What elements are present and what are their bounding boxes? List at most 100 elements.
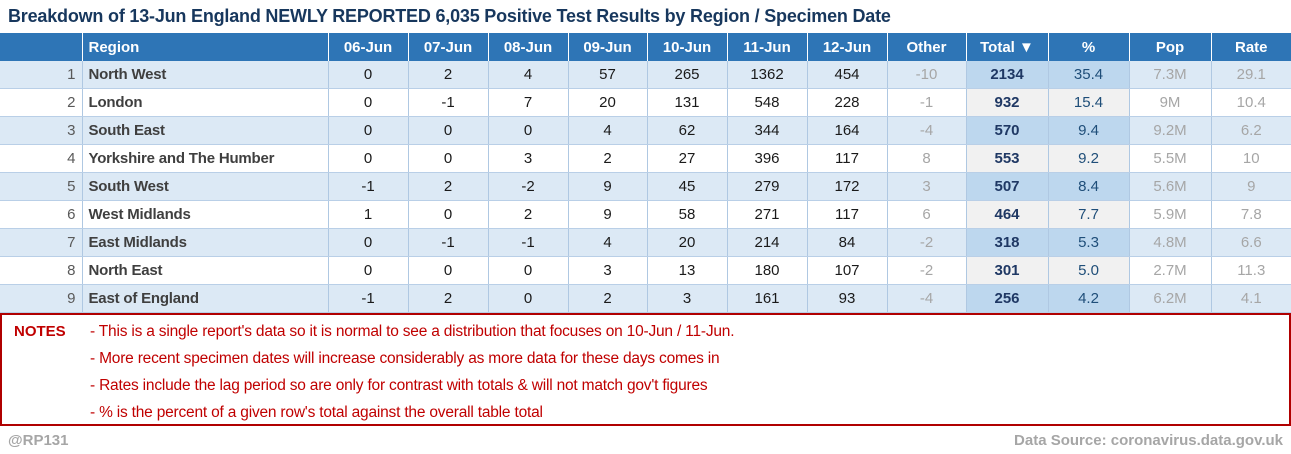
cell-percent: 35.4 — [1048, 61, 1130, 89]
region-name: North West — [82, 61, 329, 89]
report-title: Breakdown of 13-Jun England NEWLY REPORT… — [8, 6, 891, 26]
cell-06-jun: 0 — [328, 256, 409, 285]
cell-other: 8 — [887, 144, 967, 173]
row-number: 3 — [0, 116, 83, 145]
cell-06-jun: 0 — [328, 61, 409, 89]
cell-other: -2 — [887, 228, 967, 257]
col-07-jun: 07-Jun — [408, 33, 489, 61]
cell-09-jun: 4 — [568, 228, 648, 257]
region-name: South East — [82, 116, 329, 145]
cell-08-jun: -2 — [488, 172, 569, 201]
cell-12-jun: 228 — [807, 88, 888, 117]
cell-06-jun: -1 — [328, 172, 409, 201]
cell-12-jun: 454 — [807, 61, 888, 89]
cell-08-jun: 0 — [488, 256, 569, 285]
cell-08-jun: 2 — [488, 200, 569, 229]
cell-08-jun: 3 — [488, 144, 569, 173]
region-name: North East — [82, 256, 329, 285]
cell-pop: 9M — [1129, 88, 1212, 117]
cell-11-jun: 214 — [727, 228, 808, 257]
cell-percent: 15.4 — [1048, 88, 1130, 117]
table-row: 6 West Midlands 1 0 2 9 58 271 117 6 464 7.7 5.9M 7.8 — [0, 200, 1291, 229]
cell-percent: 5.3 — [1048, 228, 1130, 257]
cell-08-jun: -1 — [488, 228, 569, 257]
region-name: East of England — [82, 284, 329, 313]
notes-box: NOTES - This is a single report's data s… — [0, 313, 1291, 426]
cell-11-jun: 344 — [727, 116, 808, 145]
cell-07-jun: 0 — [408, 200, 489, 229]
cell-percent: 8.4 — [1048, 172, 1130, 201]
cell-11-jun: 279 — [727, 172, 808, 201]
cell-07-jun: 2 — [408, 172, 489, 201]
col-09-jun: 09-Jun — [568, 33, 648, 61]
cell-09-jun: 2 — [568, 284, 648, 313]
cell-total: 256 — [966, 284, 1049, 313]
cell-07-jun: 2 — [408, 284, 489, 313]
cell-10-jun: 131 — [647, 88, 728, 117]
cell-07-jun: -1 — [408, 88, 489, 117]
cell-09-jun: 3 — [568, 256, 648, 285]
cell-total: 570 — [966, 116, 1049, 145]
footer-bar: @RP131 Data Source: coronavirus.data.gov… — [0, 426, 1291, 454]
notes-list: - This is a single report's data so it i… — [90, 315, 1289, 426]
cell-09-jun: 4 — [568, 116, 648, 145]
cell-total: 301 — [966, 256, 1049, 285]
region-name: Yorkshire and The Humber — [82, 144, 329, 173]
table-row: 2 London 0 -1 7 20 131 548 228 -1 932 15.4 9M 10.4 — [0, 88, 1291, 117]
cell-percent: 4.2 — [1048, 284, 1130, 313]
col-rate: Rate — [1211, 33, 1291, 61]
cell-rate: 7.8 — [1211, 200, 1291, 229]
cell-11-jun: 1362 — [727, 61, 808, 89]
cell-09-jun: 57 — [568, 61, 648, 89]
region-name: London — [82, 88, 329, 117]
cell-11-jun: 271 — [727, 200, 808, 229]
cell-08-jun: 4 — [488, 61, 569, 89]
cell-11-jun: 548 — [727, 88, 808, 117]
cell-07-jun: 0 — [408, 116, 489, 145]
col-other: Other — [887, 33, 967, 61]
cell-percent: 7.7 — [1048, 200, 1130, 229]
region-name: South West — [82, 172, 329, 201]
notes-label: NOTES — [14, 323, 66, 340]
cell-other: 3 — [887, 172, 967, 201]
row-number: 8 — [0, 256, 83, 285]
cell-08-jun: 7 — [488, 88, 569, 117]
row-number: 1 — [0, 61, 83, 89]
cell-rate: 9 — [1211, 172, 1291, 201]
cell-12-jun: 172 — [807, 172, 888, 201]
cell-06-jun: 0 — [328, 88, 409, 117]
col-pop: Pop — [1129, 33, 1212, 61]
cell-12-jun: 93 — [807, 284, 888, 313]
cell-09-jun: 9 — [568, 200, 648, 229]
cell-total: 318 — [966, 228, 1049, 257]
cell-total: 507 — [966, 172, 1049, 201]
data-source-label: Data Source: coronavirus.data.gov.uk — [1014, 431, 1283, 449]
cell-other: 6 — [887, 200, 967, 229]
cell-10-jun: 27 — [647, 144, 728, 173]
col-total-sort[interactable]: Total ▼ — [966, 33, 1049, 61]
cell-06-jun: 1 — [328, 200, 409, 229]
row-number: 7 — [0, 228, 83, 257]
cell-10-jun: 20 — [647, 228, 728, 257]
cell-pop: 2.7M — [1129, 256, 1212, 285]
cell-07-jun: -1 — [408, 228, 489, 257]
cell-12-jun: 117 — [807, 144, 888, 173]
cell-pop: 5.6M — [1129, 172, 1212, 201]
cell-pop: 7.3M — [1129, 61, 1212, 89]
cell-other: -2 — [887, 256, 967, 285]
results-table: Region 06-Jun 07-Jun 08-Jun 09-Jun 10-Jun 11-J… — [0, 33, 1291, 313]
author-handle: @RP131 — [8, 431, 69, 449]
row-number: 2 — [0, 88, 83, 117]
cell-other: -10 — [887, 61, 967, 89]
cell-12-jun: 117 — [807, 200, 888, 229]
col-12-jun: 12-Jun — [807, 33, 888, 61]
col-10-jun: 10-Jun — [647, 33, 728, 61]
cell-11-jun: 396 — [727, 144, 808, 173]
cell-11-jun: 180 — [727, 256, 808, 285]
col-region: Region — [82, 33, 329, 61]
cell-06-jun: 0 — [328, 228, 409, 257]
cell-other: -4 — [887, 116, 967, 145]
row-number: 4 — [0, 144, 83, 173]
cell-other: -1 — [887, 88, 967, 117]
table-row: 7 East Midlands 0 -1 -1 4 20 214 84 -2 318 5.3 4.8M 6… — [0, 228, 1291, 257]
